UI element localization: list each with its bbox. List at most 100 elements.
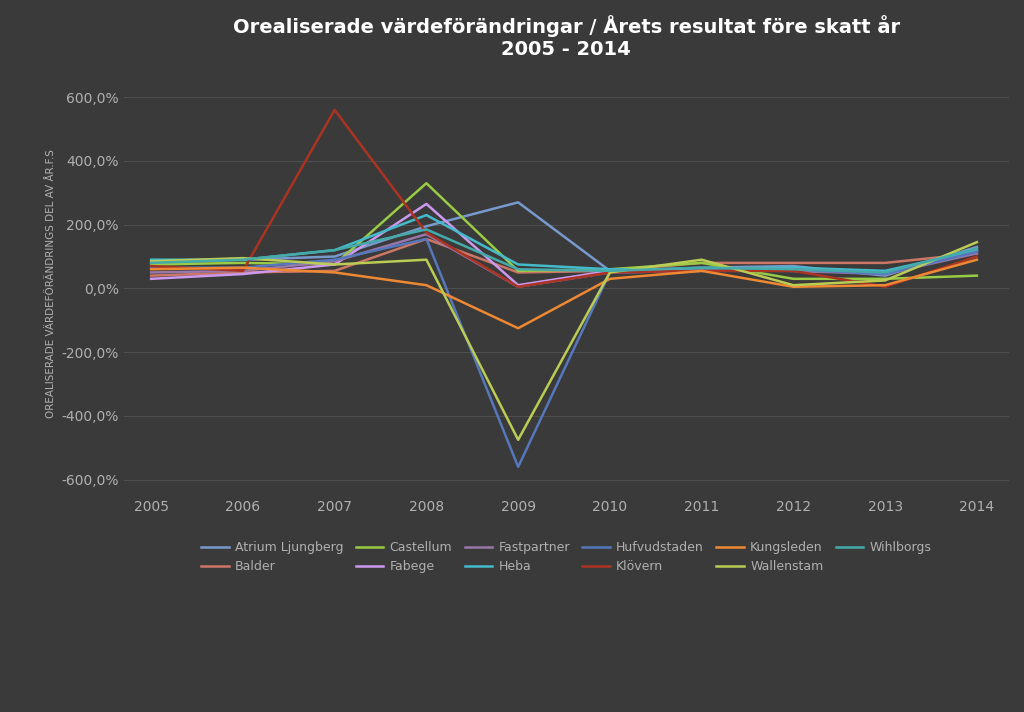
Balder — [787, 258, 800, 267]
Castellum — [145, 260, 158, 268]
Hufvudstaden — [145, 263, 158, 272]
Line: Hufvudstaden: Hufvudstaden — [152, 239, 977, 467]
Castellum — [512, 266, 524, 275]
Klövern — [787, 266, 800, 275]
Castellum — [237, 258, 249, 267]
Hufvudstaden — [329, 256, 341, 264]
Heba — [420, 211, 432, 219]
Fabege — [879, 268, 891, 277]
Heba — [695, 265, 708, 273]
Line: Wallenstam: Wallenstam — [152, 242, 977, 440]
Wallenstam — [145, 257, 158, 266]
Atrium Ljungberg — [604, 266, 616, 275]
Fastpartner — [145, 268, 158, 277]
Kungsleden — [879, 281, 891, 290]
Line: Klövern: Klövern — [152, 110, 977, 287]
Castellum — [420, 179, 432, 187]
Balder — [329, 266, 341, 275]
Kungsleden — [145, 265, 158, 273]
Fabege — [695, 265, 708, 273]
Title: Orealiserade värdeförändringar / Årets resultat före skatt år
2005 - 2014: Orealiserade värdeförändringar / Årets r… — [232, 15, 900, 59]
Wihlborgs — [879, 268, 891, 277]
Balder — [879, 258, 891, 267]
Line: Atrium Ljungberg: Atrium Ljungberg — [152, 202, 977, 276]
Hufvudstaden — [695, 266, 708, 275]
Castellum — [695, 258, 708, 267]
Castellum — [879, 275, 891, 283]
Fastpartner — [695, 266, 708, 275]
Legend: Atrium Ljungberg, Balder, Castellum, Fabege, Fastpartner, Heba, Hufvudstaden, Kl: Atrium Ljungberg, Balder, Castellum, Fab… — [196, 536, 937, 578]
Y-axis label: OREALISERADE VÄRDEFÖRÄNDRINGS DEL AV ÅR.F.S: OREALISERADE VÄRDEFÖRÄNDRINGS DEL AV ÅR.… — [46, 150, 55, 418]
Fastpartner — [604, 268, 616, 277]
Hufvudstaden — [971, 248, 983, 256]
Wihlborgs — [604, 266, 616, 275]
Wihlborgs — [420, 225, 432, 234]
Hufvudstaden — [879, 270, 891, 278]
Castellum — [604, 265, 616, 273]
Line: Wihlborgs: Wihlborgs — [152, 229, 977, 273]
Heba — [971, 246, 983, 254]
Fastpartner — [512, 283, 524, 291]
Klövern — [420, 229, 432, 237]
Heba — [879, 266, 891, 275]
Fastpartner — [420, 230, 432, 239]
Fabege — [787, 266, 800, 275]
Line: Fastpartner: Fastpartner — [152, 234, 977, 287]
Hufvudstaden — [512, 463, 524, 471]
Wallenstam — [237, 254, 249, 263]
Klövern — [879, 283, 891, 291]
Line: Fabege: Fabege — [152, 204, 977, 286]
Line: Heba: Heba — [152, 215, 977, 271]
Wallenstam — [420, 256, 432, 264]
Kungsleden — [329, 268, 341, 277]
Heba — [512, 260, 524, 268]
Fastpartner — [329, 257, 341, 266]
Balder — [237, 268, 249, 277]
Wihlborgs — [329, 246, 341, 254]
Atrium Ljungberg — [329, 252, 341, 261]
Klövern — [329, 105, 341, 114]
Wallenstam — [604, 268, 616, 277]
Wihlborgs — [787, 265, 800, 273]
Wallenstam — [329, 260, 341, 268]
Fastpartner — [237, 266, 249, 275]
Klövern — [512, 283, 524, 291]
Atrium Ljungberg — [879, 271, 891, 280]
Castellum — [787, 275, 800, 283]
Wallenstam — [787, 281, 800, 290]
Fastpartner — [879, 270, 891, 278]
Wallenstam — [512, 436, 524, 444]
Kungsleden — [512, 324, 524, 333]
Klövern — [971, 252, 983, 261]
Atrium Ljungberg — [695, 263, 708, 272]
Wallenstam — [879, 276, 891, 285]
Kungsleden — [604, 275, 616, 283]
Fabege — [145, 275, 158, 283]
Kungsleden — [787, 283, 800, 291]
Heba — [604, 265, 616, 273]
Kungsleden — [420, 281, 432, 290]
Hufvudstaden — [787, 265, 800, 273]
Balder — [420, 235, 432, 244]
Hufvudstaden — [237, 263, 249, 272]
Kungsleden — [237, 263, 249, 272]
Fabege — [512, 281, 524, 290]
Klövern — [604, 268, 616, 277]
Line: Castellum: Castellum — [152, 183, 977, 279]
Heba — [237, 256, 249, 264]
Kungsleden — [971, 256, 983, 264]
Balder — [971, 249, 983, 258]
Balder — [512, 268, 524, 277]
Kungsleden — [695, 266, 708, 275]
Atrium Ljungberg — [237, 256, 249, 264]
Line: Kungsleden: Kungsleden — [152, 260, 977, 328]
Fabege — [237, 270, 249, 278]
Castellum — [971, 271, 983, 280]
Fabege — [971, 246, 983, 254]
Heba — [329, 246, 341, 254]
Klövern — [695, 266, 708, 275]
Wihlborgs — [695, 263, 708, 272]
Atrium Ljungberg — [420, 222, 432, 231]
Wihlborgs — [512, 265, 524, 273]
Wallenstam — [695, 256, 708, 264]
